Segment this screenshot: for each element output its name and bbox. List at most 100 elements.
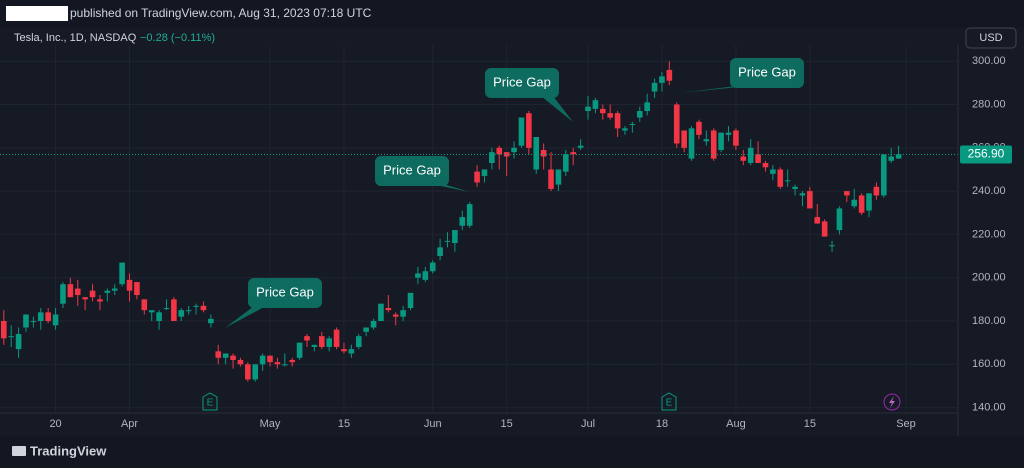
x-tick-label: 15	[338, 418, 350, 430]
candle-body	[148, 310, 155, 313]
dividend-icon	[883, 393, 901, 411]
candle-body	[23, 314, 29, 328]
candle-body	[119, 262, 125, 285]
candle-body	[363, 327, 369, 332]
candle-body	[193, 305, 199, 307]
candle-body	[563, 154, 569, 172]
x-tick-label: Aug	[726, 418, 746, 430]
candle-body	[881, 154, 887, 196]
callout-tail	[680, 86, 748, 93]
candle-body	[252, 364, 259, 380]
candle-body	[533, 137, 540, 170]
candle-body	[829, 245, 835, 247]
callout-tail	[541, 96, 573, 122]
candle-body	[807, 191, 813, 209]
candle-body	[622, 128, 628, 131]
candle-body	[30, 321, 37, 322]
candle-body	[289, 359, 296, 363]
candle-body	[784, 180, 791, 182]
candle-body	[97, 299, 103, 302]
x-tick-label: May	[260, 418, 281, 430]
candle-body	[237, 359, 244, 365]
candle-body	[673, 104, 680, 144]
candle-body	[607, 113, 613, 118]
y-tick-label: 200.00	[972, 272, 1006, 284]
candle-body	[888, 156, 894, 161]
candle-body	[222, 353, 229, 358]
candle-body	[496, 147, 503, 155]
candle-body	[696, 121, 702, 135]
candle-body	[755, 154, 761, 163]
last-price-label: 256.90	[968, 147, 1005, 161]
y-tick-label: 300.00	[972, 55, 1006, 67]
candle-body	[747, 147, 754, 163]
candle-body	[644, 102, 650, 112]
candle-body	[570, 152, 577, 155]
header-text: published on TradingView.com, Aug 31, 20…	[70, 6, 372, 20]
candle-body	[267, 355, 273, 363]
candle-body	[821, 221, 828, 237]
candle-body	[378, 303, 384, 321]
candle-body	[873, 186, 880, 196]
candle-body	[74, 288, 81, 296]
callout-box	[375, 156, 449, 186]
candle-body	[526, 113, 532, 148]
candle-body	[45, 312, 51, 321]
candle-body	[481, 169, 488, 176]
currency-button[interactable]	[965, 27, 1017, 49]
candle-body	[651, 82, 658, 92]
candle-body	[52, 314, 59, 326]
candle-body	[585, 106, 591, 112]
candle-body	[422, 271, 429, 280]
candle-body	[592, 100, 599, 109]
candle-body	[178, 310, 185, 317]
currency[interactable]: USD	[979, 32, 1002, 44]
candle-body	[400, 310, 406, 317]
x-tick-label: 20	[49, 418, 61, 430]
candle-body	[185, 310, 192, 312]
y-tick-label: 140.00	[972, 401, 1006, 413]
candle-body	[555, 169, 562, 185]
candle-body	[67, 284, 74, 298]
candle-body	[740, 156, 747, 161]
candle-body	[599, 108, 606, 114]
candle-body	[407, 292, 414, 309]
callout-text: Price Gap	[493, 74, 551, 89]
candle-body	[710, 130, 717, 159]
candle-body	[282, 364, 288, 366]
x-tick-label: Jul	[581, 418, 595, 430]
y-tick-label: 160.00	[972, 358, 1006, 370]
y-tick-label: 180.00	[972, 315, 1006, 327]
candle-body	[437, 247, 443, 257]
candle-body	[274, 362, 281, 365]
candle-body	[126, 279, 133, 291]
candle-body	[230, 355, 236, 360]
candle-body	[326, 338, 332, 347]
candle-body	[82, 297, 88, 300]
change: −0.28 (−0.11%)	[140, 32, 215, 44]
overlay: 140.00160.00180.00200.00220.00240.00260.…	[0, 55, 1012, 430]
candle-body	[844, 191, 850, 196]
candle-body	[111, 288, 118, 291]
x-tick-label: 18	[656, 418, 668, 430]
candle-body	[37, 312, 44, 321]
callout-box	[485, 68, 559, 98]
candle-body	[489, 152, 495, 163]
candle-body	[89, 290, 96, 298]
candle-body	[703, 139, 710, 142]
candle-body	[681, 130, 687, 148]
candle-body	[348, 349, 355, 354]
x-tick-label: Apr	[121, 418, 138, 430]
earnings-marker	[202, 392, 218, 411]
candle-body	[355, 336, 362, 347]
candle-body	[296, 342, 303, 358]
candle-body	[770, 169, 776, 174]
candle-body	[200, 305, 207, 311]
candle-body	[518, 117, 525, 146]
callout-tail	[225, 306, 266, 328]
candle-body	[459, 217, 466, 226]
candle-body	[392, 314, 399, 317]
candle-body	[548, 169, 554, 189]
candle-body	[540, 149, 547, 157]
